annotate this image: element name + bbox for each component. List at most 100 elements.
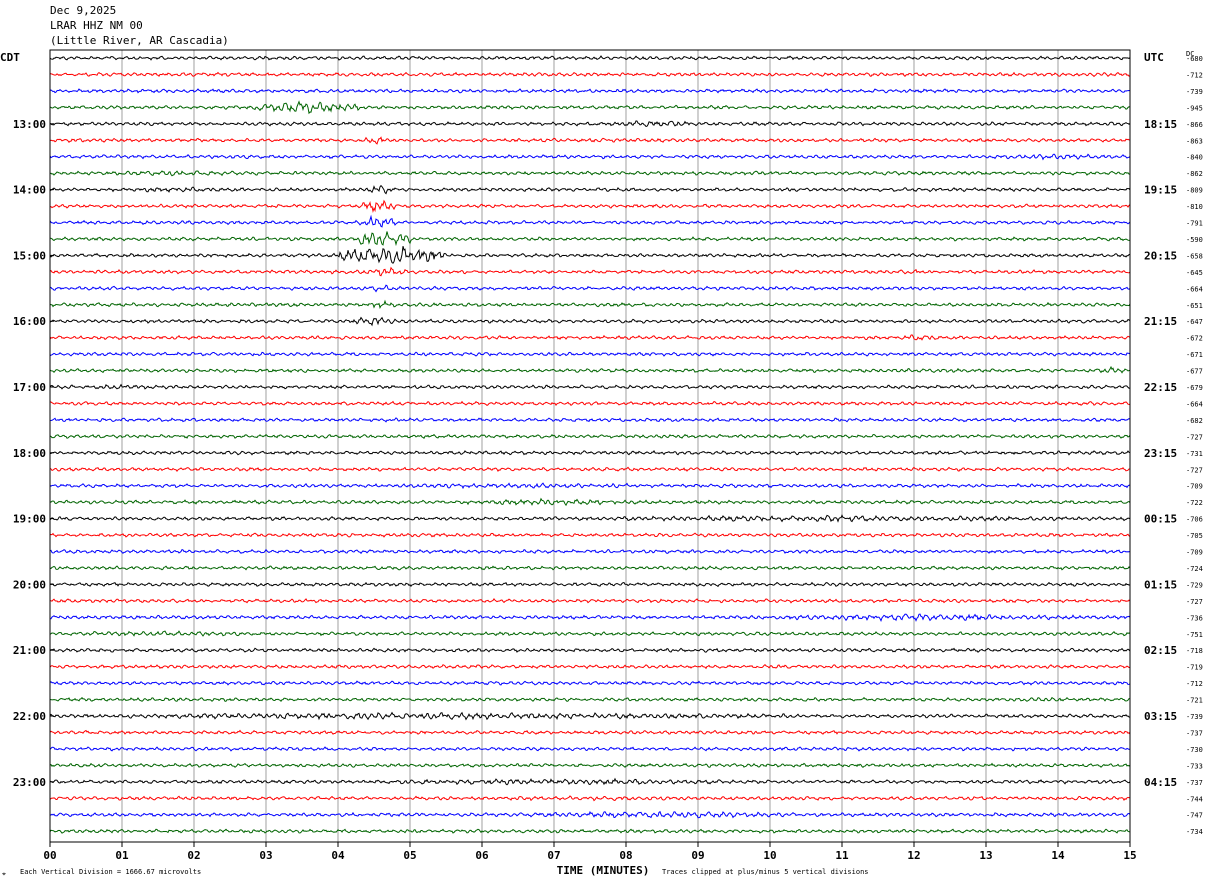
x-tick-label: 10 [763,849,776,862]
dc-offset-value: -739 [1186,88,1203,96]
x-tick-label: 00 [43,849,56,862]
trace-row-23 [49,433,1131,439]
x-tick-label: 09 [691,849,704,862]
cdt-hour-label: 22:00 [13,710,46,723]
trace-row-29 [49,532,1131,538]
trace-row-14 [49,284,1131,293]
cdt-hour-label: 16:00 [13,315,46,328]
dc-offset-value: -712 [1186,680,1203,688]
trace-row-41 [49,729,1131,735]
trace-row-7 [49,170,1131,177]
x-tick-label: 13 [979,849,992,862]
trace-row-47 [49,828,1131,834]
utc-axis-label: UTC [1144,51,1164,64]
trace-row-24 [49,449,1131,456]
utc-hour-label: 22:15 [1144,381,1177,394]
trace-row-37 [49,664,1130,670]
dc-offset-value: -680 [1186,55,1203,63]
trace-row-2 [49,88,1131,94]
dc-offset-value: -721 [1186,697,1203,705]
dc-offset-value: -734 [1186,828,1203,836]
utc-hour-labels: 18:15 19:15 20:15 21:15 22:15 23:15 00:15 01:15… [1144,118,1177,789]
dc-offset-value: -590 [1186,236,1203,244]
dc-offset-value: -862 [1186,170,1203,178]
trace-row-34 [49,613,1131,622]
header-station: LRAR HHZ NM 00 [50,19,143,32]
seismic-traces [49,55,1131,834]
x-tick-label: 05 [403,849,416,862]
trace-row-9 [49,199,1131,213]
trace-row-31 [49,565,1131,571]
trace-row-40 [49,711,1131,721]
x-axis-title: TIME (MINUTES) [557,864,650,877]
dc-offset-value: -709 [1186,549,1203,557]
utc-hour-label: 20:15 [1144,249,1177,262]
trace-row-18 [49,351,1131,357]
dc-offset-value: -727 [1186,433,1203,441]
trace-row-15 [49,299,1131,309]
trace-row-0 [49,55,1131,61]
cdt-hour-label: 21:00 [13,644,46,657]
dc-offset-value: -737 [1186,779,1203,787]
x-tick-label: 08 [619,849,632,862]
corner-mark-icon: ⌖ [2,870,6,878]
trace-row-5 [49,136,1131,145]
dc-offset-value: -733 [1186,762,1203,770]
trace-row-45 [49,795,1131,802]
cdt-hour-label: 23:00 [13,776,46,789]
dc-offset-value: -671 [1186,351,1203,359]
dc-offset-value: -866 [1186,121,1203,129]
vertical-division-note: Each Vertical Division = 1666.67 microvo… [20,868,201,876]
dc-offset-value: -739 [1186,713,1203,721]
dc-offset-value: -736 [1186,614,1203,622]
clip-note: Traces clipped at plus/minus 5 vertical … [662,868,869,876]
dc-offset-value: -727 [1186,466,1203,474]
trace-row-19 [49,365,1131,374]
header-location: (Little River, AR Cascadia) [50,34,229,47]
dc-offset-value: -744 [1186,795,1203,803]
x-tick-label: 15 [1123,849,1136,862]
dc-offset-value: -863 [1186,137,1203,145]
dc-offset-value: -712 [1186,71,1203,79]
dc-offset-value: -751 [1186,631,1203,639]
dc-offset-value: -709 [1186,483,1203,491]
x-tick-label: 11 [835,849,849,862]
trace-row-33 [49,598,1131,604]
trace-row-25 [49,466,1131,472]
trace-row-4 [49,120,1131,128]
cdt-hour-label: 15:00 [13,249,46,262]
dc-offset-value: -731 [1186,450,1203,458]
trace-row-42 [49,746,1131,752]
x-tick-label: 01 [115,849,129,862]
dc-offset-value: -727 [1186,598,1203,606]
dc-offset-value: -658 [1186,252,1203,260]
trace-row-16 [49,316,1131,327]
cdt-hour-label: 17:00 [13,381,46,394]
cdt-hour-label: 14:00 [13,184,46,197]
dc-offset-value: -719 [1186,664,1203,672]
x-tick-label: 06 [475,849,489,862]
trace-row-32 [49,581,1131,588]
cdt-axis-label: CDT [0,51,20,64]
dc-offset-values: -680 -712 -739 -945 -866 -863 -840 -862 -809 -810… [1186,55,1203,836]
dc-offset-value: -706 [1186,516,1203,524]
trace-row-21 [49,400,1131,407]
dc-offset-value: -705 [1186,532,1203,540]
x-tick-label: 03 [259,849,272,862]
trace-row-17 [49,334,1131,341]
trace-row-26 [49,482,1131,490]
trace-row-20 [49,383,1131,390]
time-grid [121,50,1059,842]
trace-row-39 [49,696,1131,703]
dc-offset-value: -737 [1186,729,1203,737]
trace-row-28 [49,514,1131,523]
x-tick-label: 14 [1051,849,1065,862]
trace-row-13 [49,266,1131,277]
trace-row-35 [49,630,1131,637]
utc-hour-label: 01:15 [1144,578,1177,591]
x-tick-label: 02 [187,849,200,862]
utc-hour-label: 23:15 [1144,447,1177,460]
utc-hour-label: 00:15 [1144,513,1177,526]
dc-offset-value: -718 [1186,647,1203,655]
